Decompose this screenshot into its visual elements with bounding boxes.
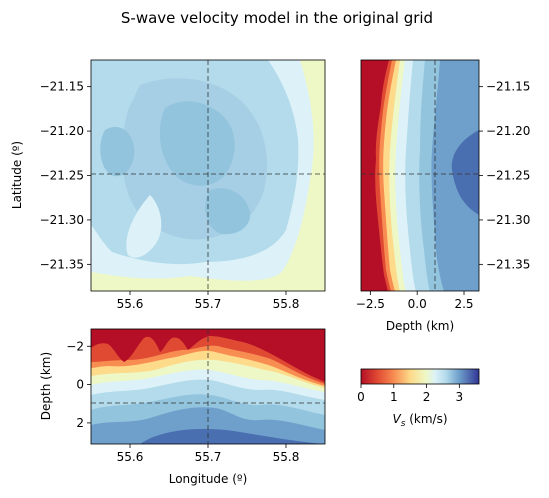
map-contours — [91, 60, 325, 291]
y-tick-label: −21.35 — [486, 257, 530, 271]
colorbar-tick-label: 1 — [390, 390, 398, 404]
y-tick-label: −21.25 — [486, 169, 530, 183]
x-tick-label: 55.6 — [117, 450, 144, 464]
colorbar-ticks: 0 1 2 3 — [357, 384, 463, 404]
x-tick-label: 55.6 — [117, 297, 144, 311]
colorbar: 0 1 2 3 Vs (km/s) — [357, 368, 480, 429]
x-tick-label: 55.7 — [195, 450, 222, 464]
x-tick-label: 55.8 — [273, 297, 300, 311]
map-contour-core1 — [159, 101, 235, 186]
lat-band-0 — [361, 60, 389, 291]
x-tick-label: 55.7 — [195, 297, 222, 311]
lon-depth-panel: 55.6 55.7 55.8 −2 0 2 Longitude (º) Depth (k… — [39, 328, 326, 486]
colorbar-label-unit: (km/s) — [405, 412, 447, 426]
y-tick-label: −21.15 — [486, 80, 530, 94]
colorbar-gradient — [360, 368, 480, 385]
colorbar-label-sub: s — [401, 419, 406, 429]
lon-xlabel: Longitude (º) — [169, 472, 248, 486]
map-panel: 55.6 55.7 55.8 −21.15−21.20−21.25−21.30−21… — [10, 59, 326, 311]
lon-y-ticks: −2 0 2 — [66, 339, 91, 430]
lon-band-0 — [91, 329, 325, 382]
y-tick-label: −21.20 — [40, 124, 84, 138]
lat-x-ticks: −2.5 0.0 2.5 — [356, 291, 474, 311]
lat-depth-contours — [361, 60, 479, 291]
lat-xlabel: Depth (km) — [386, 319, 454, 333]
y-tick-label: −21.15 — [40, 80, 84, 94]
map-contour-core2 — [205, 188, 251, 235]
map-ylabel: Latitude (º) — [10, 141, 24, 209]
y-tick-label: −2 — [66, 339, 84, 353]
map-contour-light-channel — [126, 195, 162, 258]
x-tick-label: 55.8 — [273, 450, 300, 464]
colorbar-tick-label: 0 — [357, 390, 365, 404]
lon-ylabel: Depth (km) — [39, 352, 53, 420]
map-y-ticks: −21.15 −21.20 −21.25 −21.30 −21.35 — [40, 80, 91, 271]
y-tick-label: −21.25 — [40, 169, 84, 183]
y-tick-label: 2 — [76, 416, 84, 430]
figure-title: S-wave velocity model in the original gr… — [121, 9, 433, 27]
map-x-ticks: 55.6 55.7 55.8 — [117, 291, 300, 311]
colorbar-label-main: V — [392, 412, 401, 426]
x-tick-label: 2.5 — [454, 297, 473, 311]
y-tick-label: −21.35 — [40, 257, 84, 271]
colorbar-tick-label: 2 — [423, 390, 431, 404]
x-tick-label: 0.0 — [408, 297, 427, 311]
y-tick-label: 0 — [76, 378, 84, 392]
map-contour-core3 — [100, 126, 135, 177]
y-tick-label: −21.30 — [40, 213, 84, 227]
lat-depth-panel: −2.5 0.0 2.5 −21.15 −21.20 −21.25 −21.30 −21.3… — [356, 59, 530, 333]
y-tick-label: −21.20 — [486, 124, 530, 138]
lat-band-35 — [451, 130, 479, 215]
lon-x-ticks: 55.6 55.7 55.8 — [117, 444, 300, 464]
x-tick-label: −2.5 — [356, 297, 385, 311]
y-tick-label: −21.30 — [486, 213, 530, 227]
colorbar-tick-label: 3 — [456, 390, 464, 404]
lon-band-35 — [140, 428, 325, 444]
lat-y-ticks: −21.15 −21.20 −21.25 −21.30 −21.35 — [479, 80, 530, 271]
colorbar-label: Vs (km/s) — [392, 412, 447, 429]
